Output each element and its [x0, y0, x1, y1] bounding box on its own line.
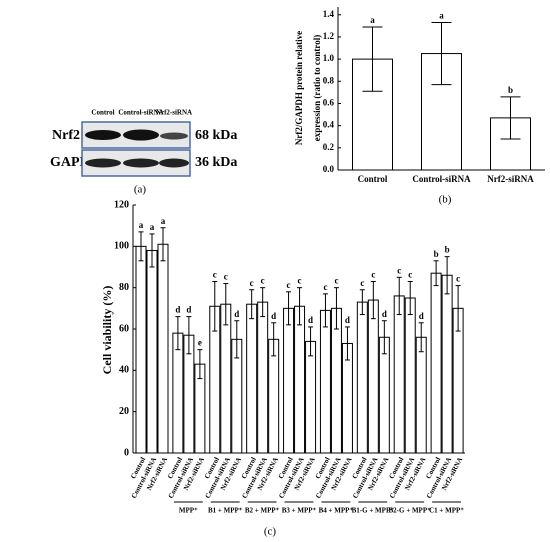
significance-letter: d — [175, 305, 180, 315]
blot-band — [160, 132, 188, 140]
bar — [393, 295, 405, 454]
significance-letter: c — [261, 276, 265, 286]
y-tick-label: 0.8 — [323, 75, 335, 85]
blot-column: Nrf2-siRNA — [156, 109, 192, 117]
bar — [404, 297, 416, 454]
x-tick-label: Control — [358, 174, 388, 184]
significance-letter: b — [508, 85, 513, 95]
group-label: MPP⁺ — [179, 507, 198, 515]
bar — [356, 301, 368, 454]
bar — [294, 305, 306, 454]
bar — [246, 303, 258, 454]
y-tick-label: 60 — [119, 323, 129, 334]
bar — [157, 243, 169, 454]
significance-letter: c — [298, 276, 302, 286]
significance-letter: c — [323, 282, 327, 292]
significance-letter: a — [439, 11, 444, 21]
y-axis-label: Cell viability (%) — [100, 286, 114, 375]
blot-band — [123, 158, 159, 168]
y-tick-label: 40 — [119, 365, 129, 376]
y-tick-label: 1.0 — [323, 53, 335, 63]
y-axis-label: expression (ratio to control) — [312, 35, 322, 141]
panel-label: (b) — [439, 194, 452, 206]
blot-band — [123, 129, 159, 141]
group-label: C1 + MPP⁺ — [429, 507, 464, 515]
y-tick-label: 1.2 — [323, 31, 335, 41]
significance-letter: e — [198, 338, 202, 348]
significance-letter: c — [397, 265, 401, 275]
bar — [146, 249, 158, 454]
blot-band — [159, 158, 189, 168]
bar — [220, 303, 232, 454]
significance-letter: a — [370, 15, 375, 25]
bar — [441, 274, 453, 454]
y-tick-label: 100 — [114, 241, 129, 252]
significance-letter: a — [161, 216, 166, 226]
x-tick-label: Nrf2-siRNA — [487, 174, 534, 184]
blot-row-size: 68 kDa — [195, 128, 237, 143]
significance-letter: d — [234, 309, 239, 319]
significance-letter: d — [382, 309, 387, 319]
bar — [257, 301, 269, 454]
y-tick-label: 0.4 — [323, 120, 335, 130]
blot-row-name: Nrf2 — [52, 128, 80, 143]
bar — [430, 272, 442, 454]
bar — [268, 338, 280, 454]
blot-column: Control — [91, 109, 114, 117]
group-label: B1-G + MPP⁺ — [352, 507, 395, 515]
bar — [319, 309, 331, 454]
bar — [172, 332, 184, 454]
y-axis-label: Nrf2/GAPDH protein relative — [294, 31, 304, 145]
x-tick-label: Control-siRNA — [412, 174, 471, 184]
significance-letter: d — [345, 315, 350, 325]
group-label: B2-G + MPP⁺ — [389, 507, 432, 515]
y-tick-label: 80 — [119, 282, 129, 293]
significance-letter: d — [271, 311, 276, 321]
y-tick-label: 0.0 — [323, 164, 335, 174]
y-tick-label: 0 — [124, 447, 129, 458]
bar — [330, 307, 342, 454]
significance-letter: c — [250, 278, 254, 288]
group-label: B4 + MPP⁺ — [319, 507, 354, 515]
blot-panel: Control Control-siRNA Nrf2-siRNA Nrf2 68… — [50, 109, 237, 196]
panel-label: (a) — [134, 184, 147, 196]
group-label: B3 + MPP⁺ — [282, 507, 317, 515]
significance-letter: c — [408, 270, 412, 280]
significance-letter: c — [224, 272, 228, 282]
y-tick-label: 20 — [119, 406, 129, 417]
blot-row-size: 36 kDa — [195, 155, 237, 170]
bar — [283, 307, 295, 454]
blot-band — [85, 130, 121, 140]
bar — [305, 340, 317, 454]
significance-letter: c — [334, 276, 338, 286]
significance-letter: a — [139, 220, 144, 230]
y-tick-label: 0.2 — [323, 142, 335, 152]
significance-letter: c — [360, 278, 364, 288]
bar — [367, 299, 379, 454]
significance-letter: c — [456, 274, 460, 284]
y-tick-label: 0.6 — [323, 98, 335, 108]
significance-letter: b — [434, 249, 439, 259]
y-tick-label: 120 — [114, 199, 129, 210]
significance-letter: c — [371, 270, 375, 280]
significance-letter: c — [213, 270, 217, 280]
significance-letter: a — [150, 222, 155, 232]
group-label: B1 + MPP⁺ — [208, 507, 243, 515]
blot-band — [85, 158, 121, 168]
panel-label: (c) — [264, 526, 277, 538]
bar — [135, 245, 147, 454]
bar — [378, 336, 390, 454]
y-tick-label: 1.4 — [323, 9, 335, 19]
bar — [415, 336, 427, 454]
blot-column: Control-siRNA — [118, 109, 163, 117]
significance-letter: d — [186, 305, 191, 315]
significance-letter: b — [445, 245, 450, 255]
significance-letter: d — [308, 315, 313, 325]
significance-letter: c — [287, 280, 291, 290]
significance-letter: d — [419, 311, 424, 321]
group-label: B2 + MPP⁺ — [245, 507, 280, 515]
